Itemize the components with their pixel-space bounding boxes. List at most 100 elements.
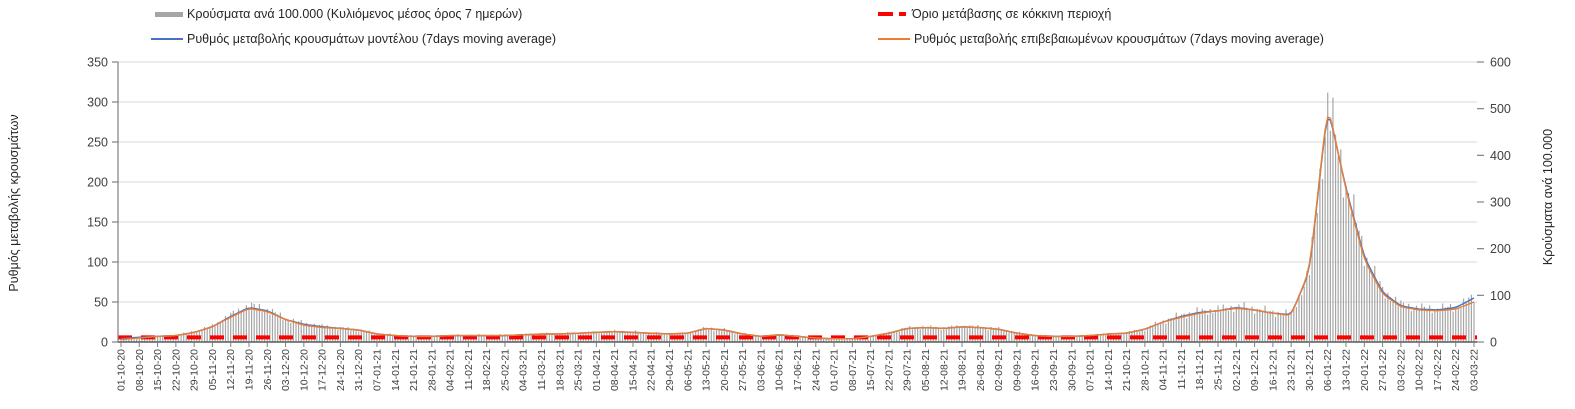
x-axis-tick-label: 03-12-20 bbox=[280, 349, 292, 391]
x-axis-tick-label: 29-10-20 bbox=[189, 349, 201, 391]
x-axis-tick-label: 13-01-22 bbox=[1341, 349, 1353, 391]
x-axis-tick-label: 30-09-21 bbox=[1066, 349, 1078, 391]
x-axis-tick-label: 14-01-21 bbox=[390, 349, 402, 391]
x-axis-tick-label: 27-05-21 bbox=[737, 349, 749, 391]
right-axis-tick-label: 600 bbox=[1490, 56, 1511, 70]
x-axis-tick-label: 18-03-21 bbox=[554, 349, 566, 391]
x-axis-tick-label: 22-10-20 bbox=[170, 349, 182, 391]
model-rate-line bbox=[120, 118, 1475, 340]
orange-line-swatch-icon bbox=[878, 38, 910, 40]
x-axis-tick-label: 10-06-21 bbox=[774, 349, 786, 391]
right-axis-ticks: 0 100 200 300 400 500 600 bbox=[1477, 56, 1511, 350]
x-axis-tick-label: 04-11-21 bbox=[1158, 349, 1170, 390]
x-axis-tick-label: 18-11-21 bbox=[1194, 349, 1206, 390]
x-axis-tick-label: 27-01-22 bbox=[1377, 349, 1389, 391]
x-axis-tick-label: 25-03-21 bbox=[573, 349, 585, 391]
x-axis-tick-label: 29-07-21 bbox=[902, 349, 914, 391]
x-axis-tick-label: 09-09-21 bbox=[1011, 349, 1023, 391]
x-axis-tick-label: 23-12-21 bbox=[1286, 349, 1298, 391]
x-axis-tick-label: 14-10-21 bbox=[1103, 349, 1115, 391]
blue-line-swatch-icon bbox=[151, 38, 183, 40]
x-axis-tick-label: 04-03-21 bbox=[518, 349, 530, 391]
x-axis-tick-label: 06-05-21 bbox=[682, 349, 694, 391]
x-axis-tick-label: 20-05-21 bbox=[719, 349, 731, 391]
legend-item-cases-per-100k: Κρούσματα ανά 100.000 (Κυλιόμενος μέσος … bbox=[155, 7, 522, 21]
right-axis-tick-label: 500 bbox=[1490, 102, 1511, 116]
x-axis-tick-label: 11-03-21 bbox=[536, 349, 548, 390]
left-axis-tick-label: 300 bbox=[87, 96, 108, 110]
x-axis-tick-label: 03-06-21 bbox=[755, 349, 767, 391]
x-axis-tick-label: 19-08-21 bbox=[957, 349, 969, 391]
x-axis-tick-label: 04-02-21 bbox=[445, 349, 457, 391]
x-axis-tick-label: 31-12-20 bbox=[353, 349, 365, 391]
x-axis-tick-label: 12-11-20 bbox=[225, 349, 237, 390]
left-axis-tick-label: 200 bbox=[87, 176, 108, 190]
x-axis-tick-label: 24-06-21 bbox=[810, 349, 822, 391]
x-axis-tick-label: 08-07-21 bbox=[847, 349, 859, 391]
x-axis-tick-label: 15-07-21 bbox=[865, 349, 877, 391]
x-axis-tick-label: 30-12-21 bbox=[1304, 349, 1316, 391]
bars-series-cases-per-100k bbox=[120, 92, 1475, 343]
x-axis-tick-label: 05-08-21 bbox=[920, 349, 932, 391]
x-axis-tick-label: 16-09-21 bbox=[1030, 349, 1042, 391]
x-axis-tick-label: 20-01-22 bbox=[1359, 349, 1371, 391]
legend-label-model-rate: Ρυθμός μεταβολής κρουσμάτων μοντέλου (7d… bbox=[187, 32, 557, 46]
gridlines bbox=[118, 61, 1477, 303]
left-axis-ticks: 0 50 100 150 200 250 300 350 bbox=[87, 56, 118, 350]
x-axis-tick-label: 15-10-20 bbox=[152, 349, 164, 391]
right-axis-tick-label: 100 bbox=[1490, 289, 1511, 303]
x-axis-tick-label: 07-01-21 bbox=[371, 349, 383, 391]
x-axis-tick-label: 13-05-21 bbox=[701, 349, 713, 391]
right-axis-tick-label: 400 bbox=[1490, 149, 1511, 163]
x-axis-tick-label: 23-09-21 bbox=[1048, 349, 1060, 391]
confirmed-rate-line bbox=[120, 116, 1475, 341]
x-axis-tick-label: 05-11-20 bbox=[207, 349, 219, 390]
x-axis-tick-label: 15-04-21 bbox=[627, 349, 639, 391]
x-axis-tick-label: 10-12-20 bbox=[298, 349, 310, 391]
x-axis-tick-label: 01-04-21 bbox=[591, 349, 603, 391]
left-axis-tick-label: 150 bbox=[87, 216, 108, 230]
x-axis-tick-label: 25-02-21 bbox=[499, 349, 511, 391]
legend-item-confirmed-rate: Ρυθμός μεταβολής επιβεβαιωμένων κρουσμάτ… bbox=[878, 32, 1324, 46]
left-axis-tick-label: 350 bbox=[87, 56, 108, 70]
x-axis-tick-label: 25-11-21 bbox=[1213, 349, 1225, 390]
x-axis-tick-label: 08-04-21 bbox=[609, 349, 621, 391]
x-axis-tick-label: 08-10-20 bbox=[134, 349, 146, 391]
legend-label-cases-per-100k: Κρούσματα ανά 100.000 (Κυλιόμενος μέσος … bbox=[187, 7, 523, 21]
red-dash-swatch-icon bbox=[878, 12, 908, 16]
right-axis-tick-label: 0 bbox=[1490, 336, 1497, 350]
x-axis-tick-label: 29-04-21 bbox=[664, 349, 676, 391]
legend-label-red-threshold: Όριο μετάβασης σε κόκκινη περιοχή bbox=[912, 7, 1112, 21]
left-axis-tick-label: 50 bbox=[94, 296, 108, 310]
x-axis-tick-label: 28-10-21 bbox=[1139, 349, 1151, 391]
right-axis-tick-label: 200 bbox=[1490, 242, 1511, 256]
x-axis-tick-label: 26-11-20 bbox=[262, 349, 274, 390]
x-axis-tick-label: 03-02-22 bbox=[1395, 349, 1407, 391]
x-axis-tick-label: 10-02-22 bbox=[1414, 349, 1426, 391]
x-axis-tick-label: 12-08-21 bbox=[938, 349, 950, 391]
x-axis-tick-label: 11-02-21 bbox=[463, 349, 475, 390]
x-axis-tick-label: 01-07-21 bbox=[829, 349, 841, 391]
gray-bar-swatch-icon bbox=[155, 11, 183, 17]
x-axis-tick-label: 16-12-21 bbox=[1267, 349, 1279, 391]
left-axis-tick-label: 250 bbox=[87, 136, 108, 150]
x-axis-tick-label: 24-12-20 bbox=[335, 349, 347, 391]
x-axis-tick-label: 03-03-22 bbox=[1469, 349, 1481, 391]
x-axis-tick-label: 21-10-21 bbox=[1121, 349, 1133, 391]
x-axis-tick-label: 02-12-21 bbox=[1231, 349, 1243, 391]
x-axis-tick-label: 17-12-20 bbox=[317, 349, 329, 391]
x-axis-tick-label: 26-08-21 bbox=[975, 349, 987, 391]
x-axis-tick-label: 11-11-21 bbox=[1176, 349, 1188, 390]
legend-item-model-rate: Ρυθμός μεταβολής κρουσμάτων μοντέλου (7d… bbox=[151, 32, 556, 46]
legend-label-confirmed-rate: Ρυθμός μεταβολής επιβεβαιωμένων κρουσμάτ… bbox=[914, 32, 1324, 46]
x-axis-tick-label: 24-02-22 bbox=[1450, 349, 1462, 391]
x-axis-tick-label: 06-01-22 bbox=[1322, 349, 1334, 391]
x-axis-tick-label: 17-06-21 bbox=[792, 349, 804, 391]
x-axis-tick-label: 07-10-21 bbox=[1085, 349, 1097, 391]
x-axis-tick-label: 22-07-21 bbox=[883, 349, 895, 391]
x-axis-tick-label: 21-01-21 bbox=[408, 349, 420, 391]
x-axis-tick-label: 17-02-22 bbox=[1432, 349, 1444, 391]
left-axis-tick-label: 0 bbox=[101, 336, 108, 350]
